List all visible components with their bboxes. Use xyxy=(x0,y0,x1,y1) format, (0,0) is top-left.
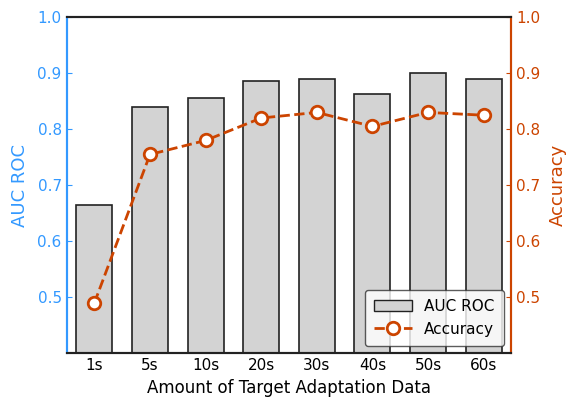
Bar xyxy=(76,205,113,408)
Y-axis label: AUC ROC: AUC ROC xyxy=(11,144,29,227)
Bar xyxy=(354,95,391,408)
X-axis label: Amount of Target Adaptation Data: Amount of Target Adaptation Data xyxy=(147,379,431,397)
Legend: AUC ROC, Accuracy: AUC ROC, Accuracy xyxy=(365,290,504,346)
Bar xyxy=(299,79,335,408)
Bar xyxy=(465,79,502,408)
Bar xyxy=(243,81,279,408)
Bar xyxy=(132,107,168,408)
Bar xyxy=(187,98,224,408)
Y-axis label: Accuracy: Accuracy xyxy=(549,144,567,226)
Bar xyxy=(410,73,446,408)
